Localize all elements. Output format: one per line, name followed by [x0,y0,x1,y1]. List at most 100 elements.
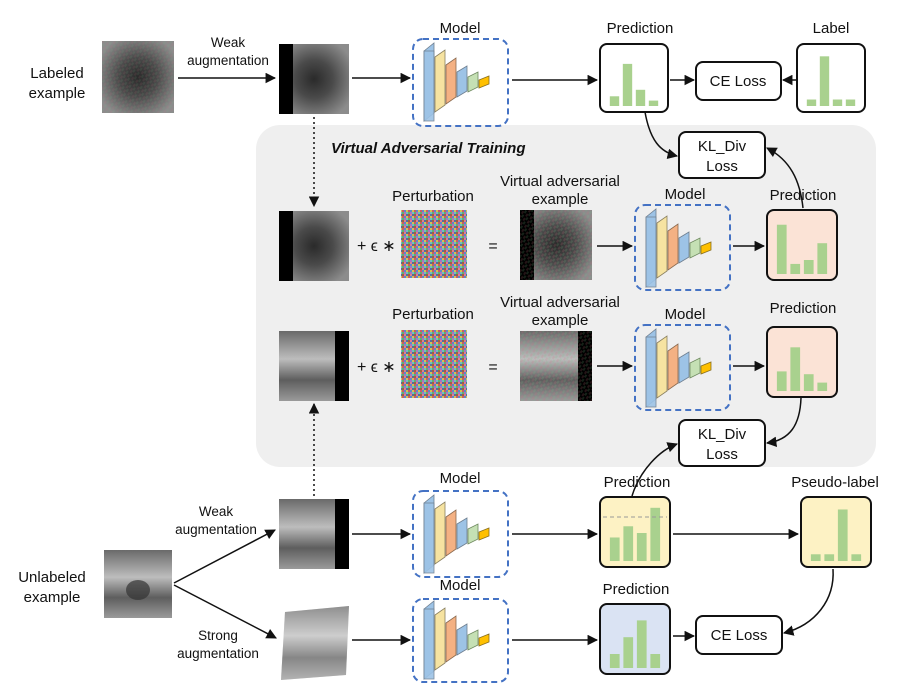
vae-1-label-line1: Virtual adversarial [500,173,620,190]
histogram-bar [837,509,848,561]
weak-aug-bottom-line2: augmentation [175,522,257,537]
histogram-bar [648,100,659,106]
labeled-example-label-line1: Labeled [30,65,83,82]
histogram-bar [609,654,620,668]
model-5-label: Model [440,577,481,594]
histogram-bar [636,620,647,668]
histogram-bar [824,554,835,561]
weak-aug-bottom-line1: Weak [199,504,234,519]
histogram-bar [790,263,801,274]
equals-1: = [488,238,497,255]
model-3 [634,324,731,411]
histogram-bar [609,537,620,561]
pseudo-label-title: Pseudo-label [791,474,879,491]
ce-loss-bottom: CE Loss [695,615,783,655]
vae-2-label-line1: Virtual adversarial [500,294,620,311]
model-4-label: Model [440,470,481,487]
vat-title: Virtual Adversarial Training [331,140,526,157]
histogram-bar [790,347,801,391]
histogram-bar [635,89,646,106]
histogram-bar [609,96,620,106]
plus-eps-1: + ϵ ∗ [357,238,396,255]
weak-aug-top-line1: Weak [211,35,246,50]
prediction-3-box [766,326,838,398]
vat2-input-image [279,331,349,401]
histogram-bar [803,260,814,274]
prediction-5-box [599,603,671,675]
histogram-bar [819,56,830,106]
prediction-2-label: Prediction [770,187,837,204]
label-title: Label [813,20,850,37]
histogram-bar [817,243,828,274]
histogram-bar [776,371,787,391]
model-5 [412,598,509,683]
labeled-ultrasound-image [102,41,174,113]
prediction-1-label: Prediction [607,20,674,37]
ce-loss-top: CE Loss [695,61,782,101]
kl-div-loss-1: KL_Div Loss [678,131,766,179]
svg-text:Loss: Loss [706,446,738,463]
arrow-pred1-to-kl1 [644,111,679,159]
histogram-bar [803,374,814,391]
arrow-pred4-to-kl2 [631,442,678,497]
arrow-pred3-to-kl2 [765,397,802,447]
labeled-example-label-line2: example [29,85,86,102]
svg-text:KL_Div: KL_Div [698,426,747,443]
unlabeled-example-line2: example [24,589,81,606]
vae-2-label-line2: example [532,312,589,329]
labeled-weak-aug-image [279,44,349,114]
arrow-unlabeled-to-weak [173,529,276,584]
vat1-input-image [279,211,349,281]
histogram-bar [622,63,633,106]
histogram-bar [851,554,862,561]
label-box [796,43,866,113]
perturbation-2-label: Perturbation [392,306,474,323]
histogram-bar [623,526,634,561]
perturbation-1-noise [401,210,467,278]
histogram-bar [636,533,647,561]
kl-div-loss-2: KL_Div Loss [678,419,766,467]
vae-1-image [520,210,592,280]
perturbation-1-label: Perturbation [392,188,474,205]
model-4 [412,490,509,578]
arrow-pseudolabel-to-celoss [782,568,834,636]
vae-2-image [520,331,592,401]
perturbation-2-noise [401,330,467,398]
histogram-bar [817,382,828,391]
svg-text:CE Loss: CE Loss [710,73,767,90]
arrow-unlabeled-to-strong [173,584,277,639]
histogram-bar [806,99,817,106]
prediction-1-box [599,43,669,113]
strong-aug-line2: augmentation [177,646,259,661]
model-2-label: Model [665,186,706,203]
svg-text:Loss: Loss [706,158,738,175]
histogram-bar [832,99,843,106]
vae-1-label-line2: example [532,191,589,208]
histogram-bar [623,637,634,668]
unlabeled-strong-aug-image [281,606,349,680]
histogram-bar [810,554,821,561]
strong-aug-line1: Strong [198,628,238,643]
arrow-vatpred1-to-kl1 [766,147,804,209]
prediction-4-box [599,496,671,568]
weak-aug-top-line2: augmentation [187,53,269,68]
histogram-bar [845,99,856,106]
model-1 [412,38,509,127]
model-2 [634,204,731,291]
histogram-bar [650,654,661,668]
plus-eps-2: + ϵ ∗ [357,359,396,376]
prediction-4-label: Prediction [604,474,671,491]
histogram-bar [650,507,661,561]
pseudo-label-box [800,496,872,568]
prediction-2-box [766,209,838,281]
unlabeled-weak-aug-image [279,499,349,569]
model-1-label: Model [440,20,481,37]
model-3-label: Model [665,306,706,323]
svg-text:CE Loss: CE Loss [711,627,768,644]
svg-text:KL_Div: KL_Div [698,138,747,155]
prediction-5-label: Prediction [603,581,670,598]
unlabeled-ultrasound-image [104,550,172,618]
unlabeled-example-line1: Unlabeled [18,569,86,586]
prediction-3-label: Prediction [770,300,837,317]
